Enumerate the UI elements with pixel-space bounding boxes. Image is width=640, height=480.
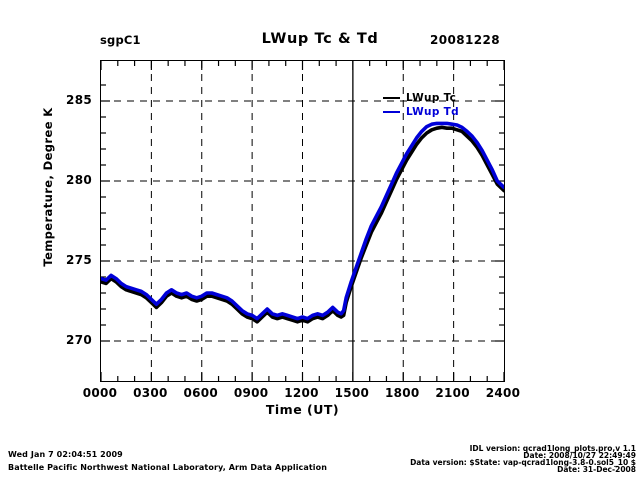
footer-data-date: Date: 31-Dec-2008 <box>557 465 636 474</box>
date-label: 20081228 <box>430 33 500 47</box>
footer-idl-date: Date: 2008/10/27 22:49:49 <box>523 451 636 460</box>
series-line-lwup-td <box>101 121 504 321</box>
y-tick-label: 285 <box>66 93 92 107</box>
legend-label: LWup Td <box>406 106 459 118</box>
chart-canvas <box>101 61 504 381</box>
x-tick-label: 2100 <box>435 386 470 400</box>
site-label: sgpC1 <box>100 33 141 47</box>
y-tick-label: 275 <box>66 253 92 267</box>
x-tick-label: 0000 <box>82 386 118 400</box>
x-tick-label: 1200 <box>284 386 319 400</box>
y-tick-label: 280 <box>66 173 92 187</box>
x-tick-label: 0300 <box>133 386 168 400</box>
footer-organization: Battelle Pacific Northwest National Labo… <box>8 463 328 472</box>
x-axis-title: Time (UT) <box>265 402 340 417</box>
footer-idl-version: IDL version: qcrad1long_plots.pro,v 1.1 <box>469 444 636 453</box>
legend-swatch <box>383 111 400 113</box>
legend-item: LWup Td <box>383 105 459 119</box>
x-tick-label: 0900 <box>233 386 269 400</box>
x-tick-label: 1800 <box>384 386 420 400</box>
legend-label: LWup Tc <box>406 92 457 104</box>
chart-legend: LWup Tc LWup Td <box>383 91 459 119</box>
page-title: LWup Tc & Td <box>261 31 379 47</box>
footer-timestamp: Wed Jan 7 02:04:51 2009 <box>8 450 123 459</box>
x-tick-label: 2400 <box>485 386 521 400</box>
legend-swatch <box>383 97 400 99</box>
legend-item: LWup Tc <box>383 91 459 105</box>
plot-frame <box>100 60 505 382</box>
y-tick-label: 270 <box>66 333 92 347</box>
series-line-lwup-tc <box>101 125 504 324</box>
x-tick-label: 1500 <box>334 386 370 400</box>
footer-data-version: Data version: $State: vap-qcrad1long-3.8… <box>410 458 636 467</box>
x-tick-label: 0600 <box>183 386 219 400</box>
